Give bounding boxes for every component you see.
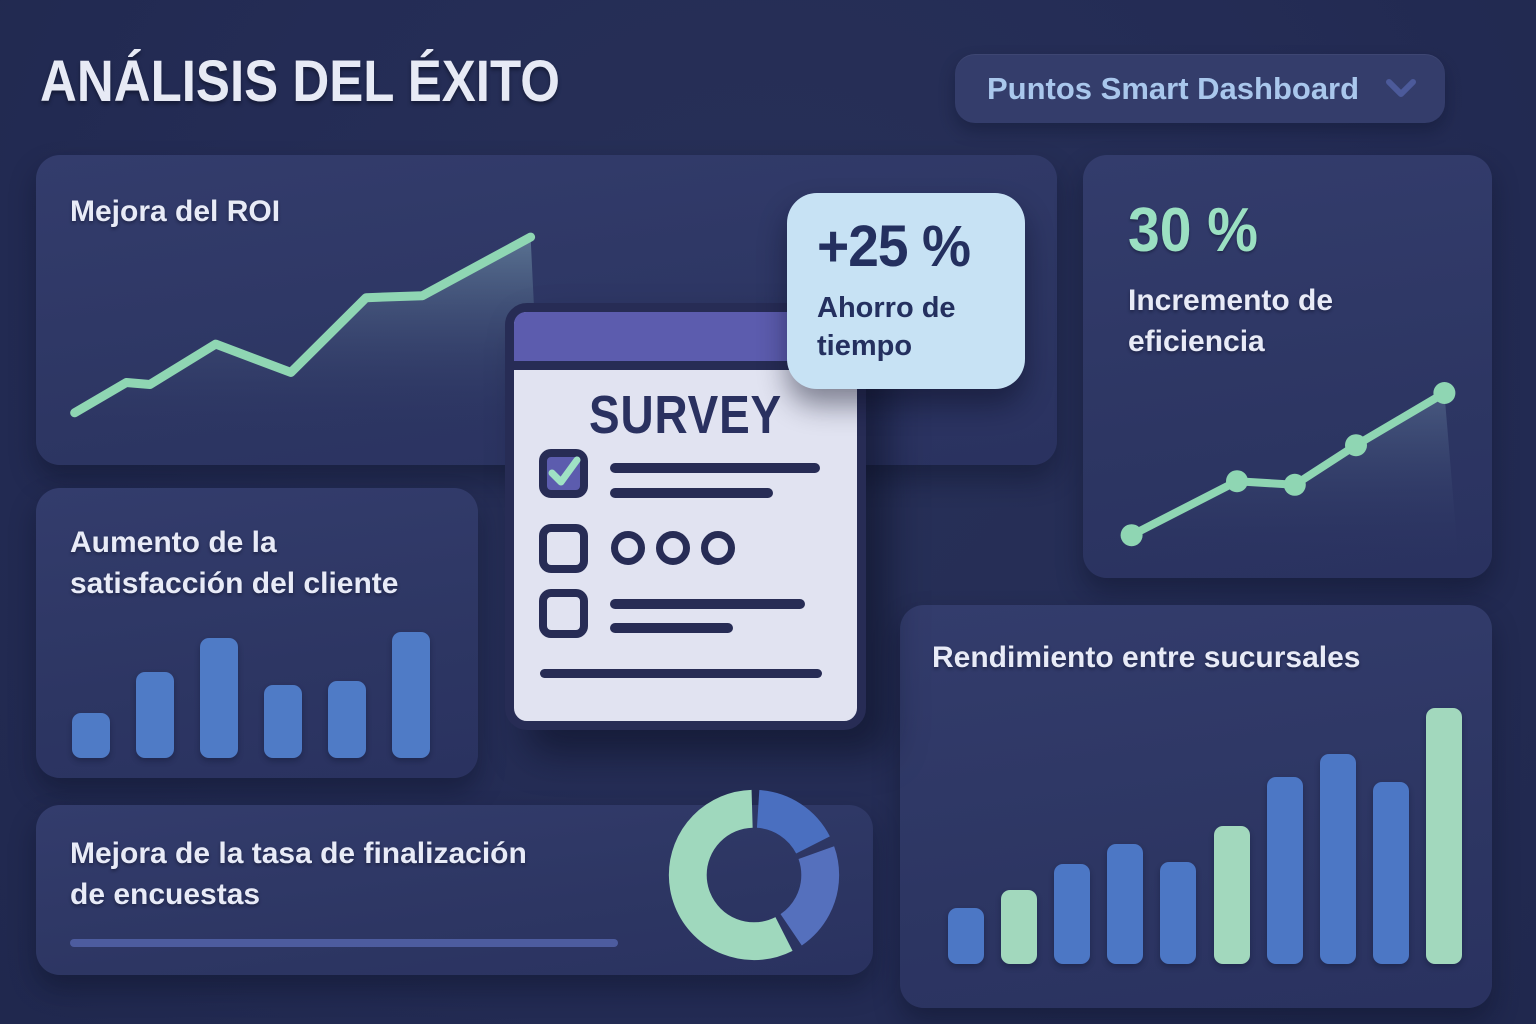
bar [1107, 843, 1144, 964]
bar [1213, 825, 1250, 964]
completion-card: Mejora de la tasa de finalización de enc… [36, 805, 873, 975]
survey-divider-line [540, 669, 822, 678]
bar [1001, 889, 1038, 964]
bar [264, 684, 302, 758]
branches-bar-chart [948, 708, 1462, 964]
survey-checkbox-checked [539, 449, 588, 498]
bar [72, 712, 110, 758]
satisfaction-title-line1: Aumento de la [70, 526, 277, 559]
satisfaction-title-line2: satisfacción del cliente [70, 567, 399, 601]
progress-line [70, 939, 618, 947]
roi-area-chart [70, 229, 540, 431]
dashboard-selector-label: Puntos Smart Dashboard [987, 70, 1360, 106]
survey-text-line [610, 623, 733, 633]
survey-option-circle [656, 531, 690, 565]
completion-donut-chart [668, 789, 840, 961]
bar [200, 638, 238, 758]
completion-title-line1: Mejora de la tasa de finalización [70, 837, 527, 870]
bar [392, 632, 430, 758]
completion-card-title: Mejora de la tasa de finalización de enc… [70, 833, 527, 916]
bar [136, 672, 174, 758]
bar [1425, 708, 1462, 964]
time-saving-label: Ahorro de tiempo [817, 290, 1025, 365]
survey-option-circle [701, 531, 735, 565]
time-saving-label-line2: tiempo [817, 329, 913, 362]
time-saving-value: +25 % [817, 214, 971, 279]
efficiency-card: 30 % Incremento de eficiencia [1083, 155, 1492, 578]
branches-card: Rendimiento entre sucursales [900, 605, 1492, 1008]
survey-text-line [610, 488, 773, 498]
efficiency-label: Incremento de eficiencia [1128, 280, 1333, 363]
survey-checkbox-empty [539, 524, 588, 573]
checkmark-icon [543, 451, 585, 498]
survey-text-line [610, 599, 805, 609]
efficiency-value: 30 % [1128, 196, 1259, 265]
bar [948, 907, 984, 964]
chevron-down-icon [1385, 78, 1417, 100]
completion-title-line2: de encuestas [70, 878, 261, 912]
satisfaction-bar-chart [72, 632, 430, 758]
survey-text-line [610, 463, 820, 473]
satisfaction-card: Aumento de la satisfacción del cliente [36, 488, 478, 778]
bar [1319, 754, 1356, 964]
survey-option-circle [611, 531, 645, 565]
bar [1372, 782, 1409, 964]
bar [328, 681, 366, 758]
time-saving-label-line1: Ahorro de [817, 292, 956, 324]
survey-title: SURVEY [588, 385, 783, 445]
bar [1160, 861, 1197, 964]
bar [1054, 864, 1091, 964]
roi-card-title: Mejora del ROI [70, 195, 281, 228]
efficiency-label-line1: Incremento de [1128, 284, 1334, 317]
satisfaction-card-title: Aumento de la satisfacción del cliente [70, 522, 398, 605]
branches-card-title: Rendimiento entre sucursales [932, 641, 1361, 674]
efficiency-line-chart [1118, 375, 1458, 555]
efficiency-label-line2: eficiencia [1128, 325, 1265, 359]
survey-checkbox-empty [539, 589, 588, 638]
time-saving-badge: +25 % Ahorro de tiempo [787, 193, 1025, 389]
bar [1266, 777, 1303, 964]
page-title: ANÁLISIS DEL ÉXITO [40, 49, 560, 114]
dashboard-selector-dropdown[interactable]: Puntos Smart Dashboard [955, 54, 1445, 123]
